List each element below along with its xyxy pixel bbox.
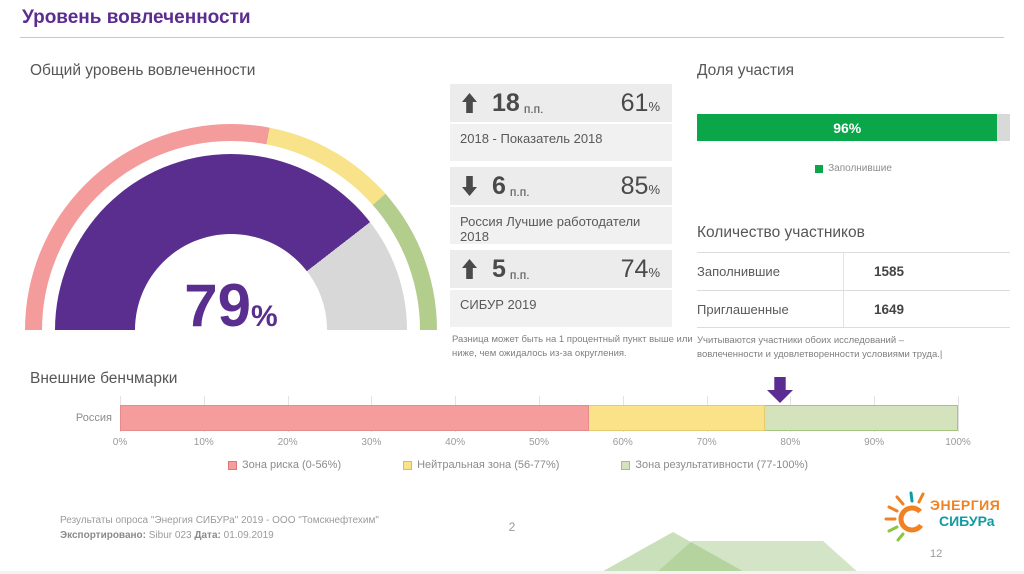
participation-bar-chart: 96% (697, 114, 1010, 141)
zone-result-segment (765, 405, 958, 431)
legend-entry-risk: Зона риска (0-56%) (228, 459, 341, 471)
page-title: Уровень вовлеченности (22, 7, 251, 28)
legend-entry-neutral: Нейтральная зона (56-77%) (403, 459, 559, 471)
stat-delta-unit: п.п. (509, 185, 530, 199)
legend-square-icon (815, 164, 824, 173)
axis-tick-label: 0% (112, 437, 128, 448)
stat-label: 2018 - Показатель 2018 (450, 124, 672, 161)
stat-delta-unit: п.п. (523, 102, 544, 116)
legend-square-icon (403, 460, 413, 470)
footer-line2: Экспортировано: Sibur 023 Дата: 01.09.20… (60, 528, 379, 543)
table-row: Приглашенные 1649 (697, 290, 1010, 328)
stat-label: Россия Лучшие работодатели 2018 (450, 207, 672, 244)
page-number: 2 (508, 520, 516, 534)
stat-value-row: 6 п.п. 85% (450, 167, 672, 205)
participants-note: Учитываются участники обоих исследований… (697, 335, 943, 361)
benchmark-row-label: Россия (75, 412, 112, 424)
gridline (958, 396, 959, 432)
bottom-edge-strip (0, 571, 1024, 574)
engagement-gauge-chart: 79% (25, 124, 437, 330)
footer-source-text: Результаты опроса "Энергия СИБУРа" 2019 … (60, 513, 379, 543)
legend-entry-result: Зона результативности (77-100%) (621, 459, 808, 471)
legend-label: Зона риска (0-56%) (242, 459, 342, 471)
axis-tick-label: 80% (780, 437, 801, 448)
date-value: 01.09.2019 (220, 530, 274, 541)
axis-tick-label: 100% (945, 437, 971, 448)
axis-tick-label: 60% (612, 437, 633, 448)
axis-tick-label: 50% (528, 437, 550, 448)
participation-legend: Заполнившие (697, 163, 1010, 174)
legend-square-icon (228, 460, 237, 470)
axis-tick-label: 90% (864, 437, 885, 448)
stat-percent-number: 85 (620, 171, 649, 200)
benchmark-bar-chart (120, 405, 958, 431)
participants-table: Заполнившие 1585 Приглашенные 1649 (697, 252, 1010, 328)
energia-sibura-logo: ЭНЕРГИЯ СИБУРа (882, 487, 1012, 547)
table-row-label: Приглашенные (697, 301, 789, 317)
stat-percent-unit: % (648, 98, 660, 114)
stat-value-row: 18 п.п. 61% (450, 84, 672, 122)
axis-tick-label: 30% (361, 437, 382, 448)
logo-line1: ЭНЕРГИЯ (930, 497, 1001, 513)
stat-delta: 5 (492, 254, 506, 283)
arrow-up-icon (462, 259, 477, 279)
stat-percent: 85% (621, 172, 660, 201)
legend-label: Нейтральная зона (56-77%) (417, 459, 560, 471)
zone-risk-segment (120, 405, 590, 431)
exported-value: Sibur 023 (146, 530, 195, 541)
stat-percent: 61% (621, 89, 660, 118)
axis-tick-label: 40% (445, 437, 466, 448)
stat-value-row: 5 п.п. 74% (450, 250, 672, 288)
arrow-down-icon (462, 176, 477, 196)
axis-tick-label: 70% (696, 437, 717, 448)
gauge-value-unit: % (251, 300, 278, 331)
stat-box-sibur-2019: 5 п.п. 74% СИБУР 2019 (450, 250, 672, 327)
stat-box-russia-best: 6 п.п. 85% Россия Лучшие работодатели 20… (450, 167, 672, 244)
table-row-label: Заполнившие (697, 264, 780, 279)
participation-legend-label: Заполнившие (828, 163, 892, 174)
table-row-value: 1649 (843, 291, 1010, 327)
arrow-up-icon (462, 93, 477, 113)
stat-box-2018: 18 п.п. 61% 2018 - Показатель 2018 (450, 84, 672, 161)
stat-percent-number: 61 (620, 88, 649, 117)
footer-line1: Результаты опроса "Энергия СИБУРа" 2019 … (60, 515, 379, 526)
gauge-value-number: 79 (184, 272, 252, 331)
axis-tick-label: 10% (193, 437, 214, 448)
stat-percent: 74% (621, 255, 660, 284)
axis-tick-label: 20% (277, 437, 298, 448)
stat-delta: 6 (492, 171, 506, 200)
benchmark-legend: Зона риска (0-56%) Нейтральная зона (56-… (228, 459, 808, 471)
participation-bar-fill: 96% (697, 114, 998, 141)
participation-title: Доля участия (697, 62, 795, 79)
participants-title: Количество участников (697, 224, 865, 241)
logo-line2: СИБУРа (939, 513, 995, 530)
gauge-section-title: Общий уровень вовлеченности (30, 62, 256, 79)
zone-neutral-segment (589, 405, 766, 431)
legend-square-icon (621, 460, 631, 470)
rounding-note: Разница может быть на 1 процентный пункт… (452, 334, 693, 360)
benchmark-axis-ticks: 0% 10% 20% 30% 40% 50% 60% 70% 80% 90% 1… (113, 437, 971, 451)
gauge-value-label: 79% (25, 276, 437, 331)
stat-label: СИБУР 2019 (450, 290, 672, 327)
title-divider (20, 37, 1004, 38)
stat-percent-unit: % (648, 264, 660, 280)
legend-label: Зона результативности (77-100%) (635, 459, 808, 471)
exported-label: Экспортировано: (60, 530, 146, 541)
slide-number: 12 (930, 548, 943, 560)
stat-percent-unit: % (648, 181, 660, 197)
sun-icon (884, 491, 926, 542)
stat-delta: 18 (492, 88, 520, 117)
stat-percent-number: 74 (620, 254, 649, 283)
benchmarks-title: Внешние бенчмарки (30, 370, 178, 387)
date-label: Дата: (194, 530, 221, 541)
decorative-trapezoid (655, 541, 860, 574)
stat-delta-unit: п.п. (509, 268, 530, 282)
logo-text: ЭНЕРГИЯ СИБУРа (930, 497, 1000, 529)
table-row-value: 1585 (843, 253, 1010, 290)
table-row: Заполнившие 1585 (697, 252, 1010, 290)
